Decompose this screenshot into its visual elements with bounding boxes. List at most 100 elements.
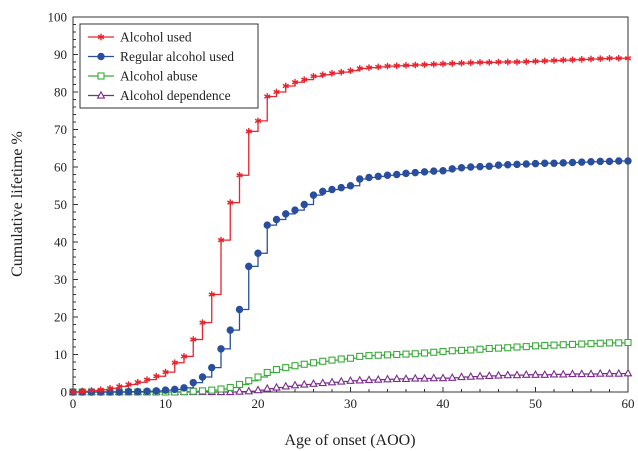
marker-stroke (264, 94, 271, 99)
data-point (457, 372, 466, 381)
marker-stroke (578, 57, 585, 62)
marker-stroke (449, 61, 456, 66)
marker-stroke (328, 70, 336, 76)
y-tick-label: 80 (54, 85, 67, 100)
data-point (161, 386, 170, 394)
data-point (494, 344, 503, 352)
data-point (347, 67, 354, 74)
data-point (115, 388, 123, 396)
marker-stroke (495, 59, 502, 65)
data-point (486, 59, 493, 66)
data-point (531, 342, 540, 350)
data-point (291, 206, 299, 214)
data-point (365, 173, 373, 182)
data-point (355, 375, 365, 384)
marker-stroke (513, 59, 521, 65)
data-point (273, 88, 280, 96)
data-point (476, 345, 484, 353)
data-point (577, 369, 587, 378)
data-point (615, 157, 623, 165)
data-point (521, 370, 531, 378)
series-alcohol-used (69, 54, 632, 396)
data-point (272, 215, 281, 224)
data-point (467, 59, 474, 67)
data-point (337, 183, 345, 192)
marker-stroke (97, 387, 104, 393)
data-point (226, 383, 234, 392)
data-point (346, 376, 355, 384)
data-point (523, 58, 530, 65)
marker-stroke (171, 360, 178, 366)
series-alcohol-abuse (69, 338, 632, 396)
data-point (328, 69, 336, 77)
data-point (476, 59, 484, 66)
x-tick-label: 40 (437, 396, 450, 411)
data-point (263, 368, 271, 377)
legend-box (79, 23, 259, 109)
marker-stroke (541, 58, 548, 64)
marker-stroke (97, 34, 105, 40)
data-point (338, 68, 345, 76)
marker-stroke (504, 59, 511, 65)
legend: Alcohol used Regular alcohol used Alcohol … (79, 23, 259, 109)
marker-stroke (587, 56, 595, 62)
data-point (245, 128, 252, 135)
y-tick-label: 40 (54, 235, 67, 250)
data-point (291, 78, 299, 86)
data-point (475, 371, 485, 380)
marker-stroke (569, 57, 576, 63)
marker-stroke (597, 56, 604, 61)
data-point (429, 373, 439, 382)
data-point (420, 349, 429, 357)
data-point (522, 343, 530, 351)
marker-stroke (217, 237, 225, 243)
data-point (596, 339, 604, 347)
data-point (383, 351, 392, 359)
marker-stroke (180, 354, 188, 359)
marker-stroke (384, 63, 391, 69)
data-point (152, 387, 160, 395)
legend-label: Alcohol abuse (120, 69, 198, 84)
data-point (356, 175, 364, 183)
data-point (587, 340, 595, 348)
marker-stroke (560, 57, 567, 63)
series-layer (68, 54, 633, 396)
data-point (282, 364, 290, 372)
data-point (568, 369, 577, 378)
data-point (550, 57, 558, 64)
data-point (244, 386, 254, 395)
marker-stroke (125, 382, 132, 387)
data-point (587, 55, 595, 63)
data-point (411, 168, 419, 177)
data-point (143, 387, 151, 395)
data-point (291, 362, 299, 370)
data-point (541, 159, 549, 167)
data-point (153, 372, 160, 380)
data-point (531, 159, 540, 168)
data-point (319, 357, 327, 365)
marker-stroke (310, 73, 317, 79)
data-point (245, 377, 253, 385)
data-point (430, 60, 437, 68)
legend-label: Regular alcohol used (120, 49, 234, 64)
marker-stroke (532, 58, 539, 64)
legend-marker (96, 90, 106, 99)
data-point (208, 386, 216, 394)
marker-stroke (356, 66, 363, 71)
series-line (73, 342, 629, 393)
marker-stroke (79, 388, 86, 394)
x-tick-label: 50 (529, 396, 542, 411)
data-point (476, 162, 484, 171)
marker-stroke (106, 385, 114, 391)
data-point (401, 374, 411, 383)
data-point (88, 387, 95, 394)
legend-item: Regular alcohol used (88, 49, 234, 64)
legend-label: Alcohol used (120, 30, 192, 45)
marker-stroke (430, 61, 437, 67)
y-tick-label: 60 (54, 160, 67, 175)
data-point (253, 385, 263, 394)
data-point (458, 59, 465, 67)
data-point (301, 76, 308, 83)
data-point (217, 236, 225, 244)
